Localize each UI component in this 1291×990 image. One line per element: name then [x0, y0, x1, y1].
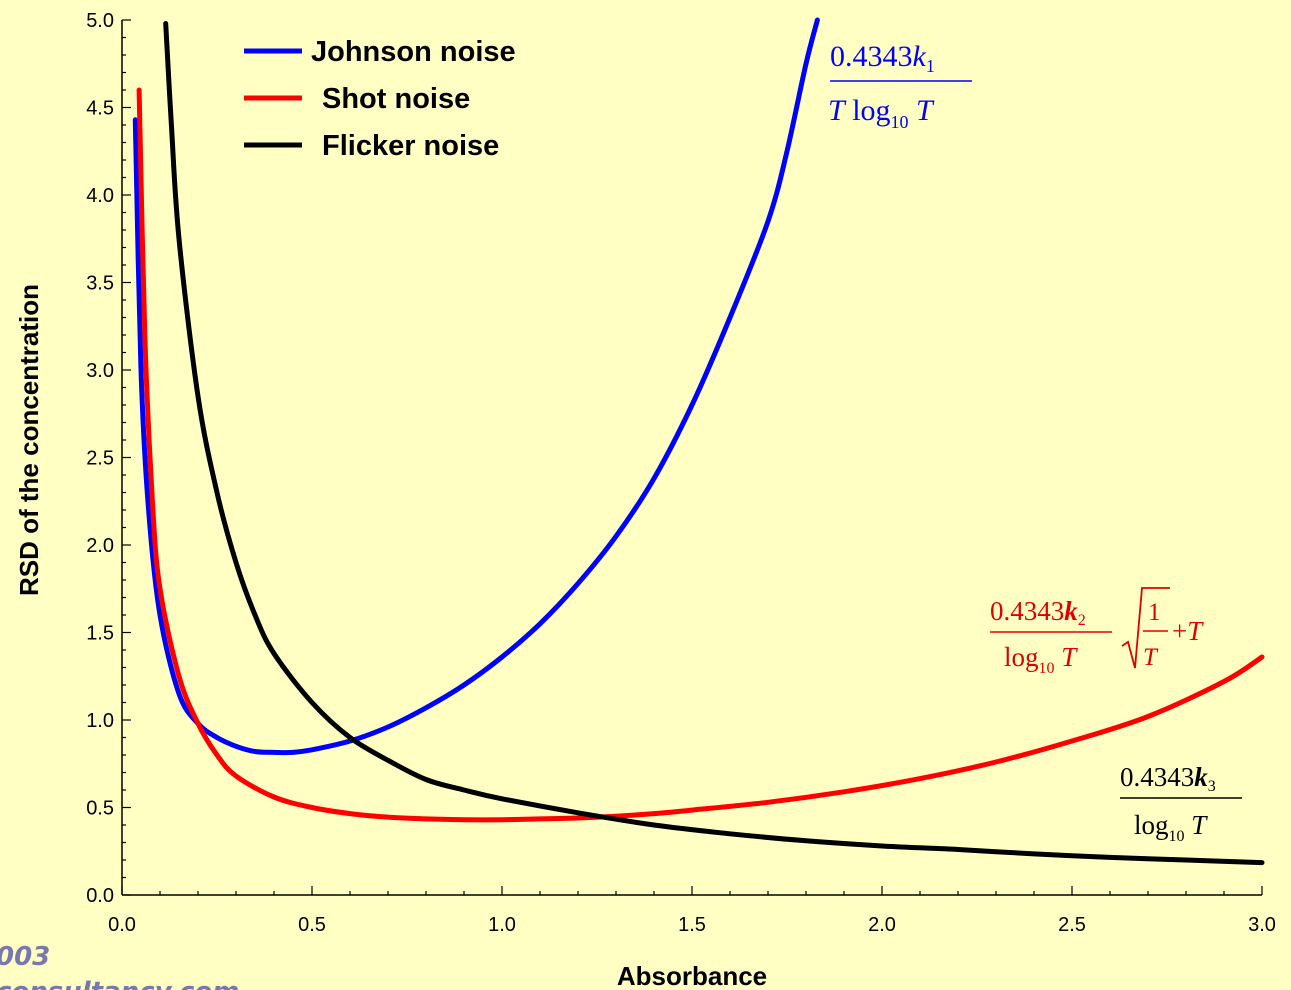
x-tick-label: 0.5 [298, 914, 326, 936]
svg-text:0.4343k1: 0.4343k1 [830, 40, 935, 76]
x-tick-label: 2.0 [868, 914, 896, 936]
johnson-formula-annotation: 0.4343k1 T log10 T [828, 40, 972, 132]
x-ticks: 0.0 0.5 1.0 1.5 2.0 2.5 3.0 [108, 886, 1276, 936]
y-tick-label: 1.0 [86, 710, 114, 732]
y-tick-label: 0.5 [86, 798, 114, 820]
y-tick-label: 3.5 [86, 273, 114, 295]
y-tick-label: 1.5 [86, 623, 114, 645]
x-tick-label: 2.5 [1058, 914, 1086, 936]
watermark-year: 003 [0, 942, 50, 972]
svg-text:log10 T: log10 T [1004, 642, 1078, 677]
y-tick-label: 3.0 [86, 360, 114, 382]
svg-text:log10 T: log10 T [1134, 810, 1208, 845]
x-tick-label: 0.0 [108, 914, 136, 936]
x-tick-label: 1.0 [488, 914, 516, 936]
x-axis-title: Absorbance [617, 961, 767, 990]
y-tick-label: 4.0 [86, 185, 114, 207]
svg-text:0.4343k3: 0.4343k3 [1120, 762, 1216, 795]
flicker-noise-line [163, 21, 1265, 866]
y-axis-title: RSD of the concentration [14, 284, 44, 596]
svg-text:+T: +T [1172, 616, 1204, 646]
series-layer [132, 17, 1265, 866]
flicker-formula-annotation: 0.4343k3 log10 T [1120, 762, 1242, 845]
shot-noise-line [136, 87, 1265, 823]
x-tick-label: 3.0 [1248, 914, 1276, 936]
svg-text:0.4343k2: 0.4343k2 [990, 596, 1086, 629]
johnson-noise-line [132, 17, 820, 756]
minor-ticks [122, 36, 1225, 895]
y-tick-label: 2.5 [86, 448, 114, 470]
shot-formula-annotation: 0.4343k2 log10 T 1 T +T [990, 587, 1204, 677]
y-tick-label: 2.0 [86, 535, 114, 557]
x-tick-label: 1.5 [678, 914, 706, 936]
y-tick-label: 4.5 [86, 98, 114, 120]
y-tick-label: 5.0 [86, 10, 114, 32]
legend-label-johnson: Johnson noise [311, 36, 516, 68]
svg-text:1: 1 [1148, 599, 1161, 626]
svg-text:T: T [1143, 644, 1159, 671]
legend-label-shot: Shot noise [322, 83, 470, 115]
svg-text:T log10 T: T log10 T [828, 94, 935, 132]
legend-label-flicker: Flicker noise [322, 130, 499, 162]
y-ticks: 0.0 0.5 1.0 1.5 2.0 2.5 3.0 3.5 4.0 4.5 5.0 [86, 10, 131, 907]
watermark-site: consultancy.com [0, 977, 239, 990]
y-tick-label: 0.0 [86, 885, 114, 907]
legend: Johnson noise Shot noise Flicker noise [244, 36, 516, 162]
